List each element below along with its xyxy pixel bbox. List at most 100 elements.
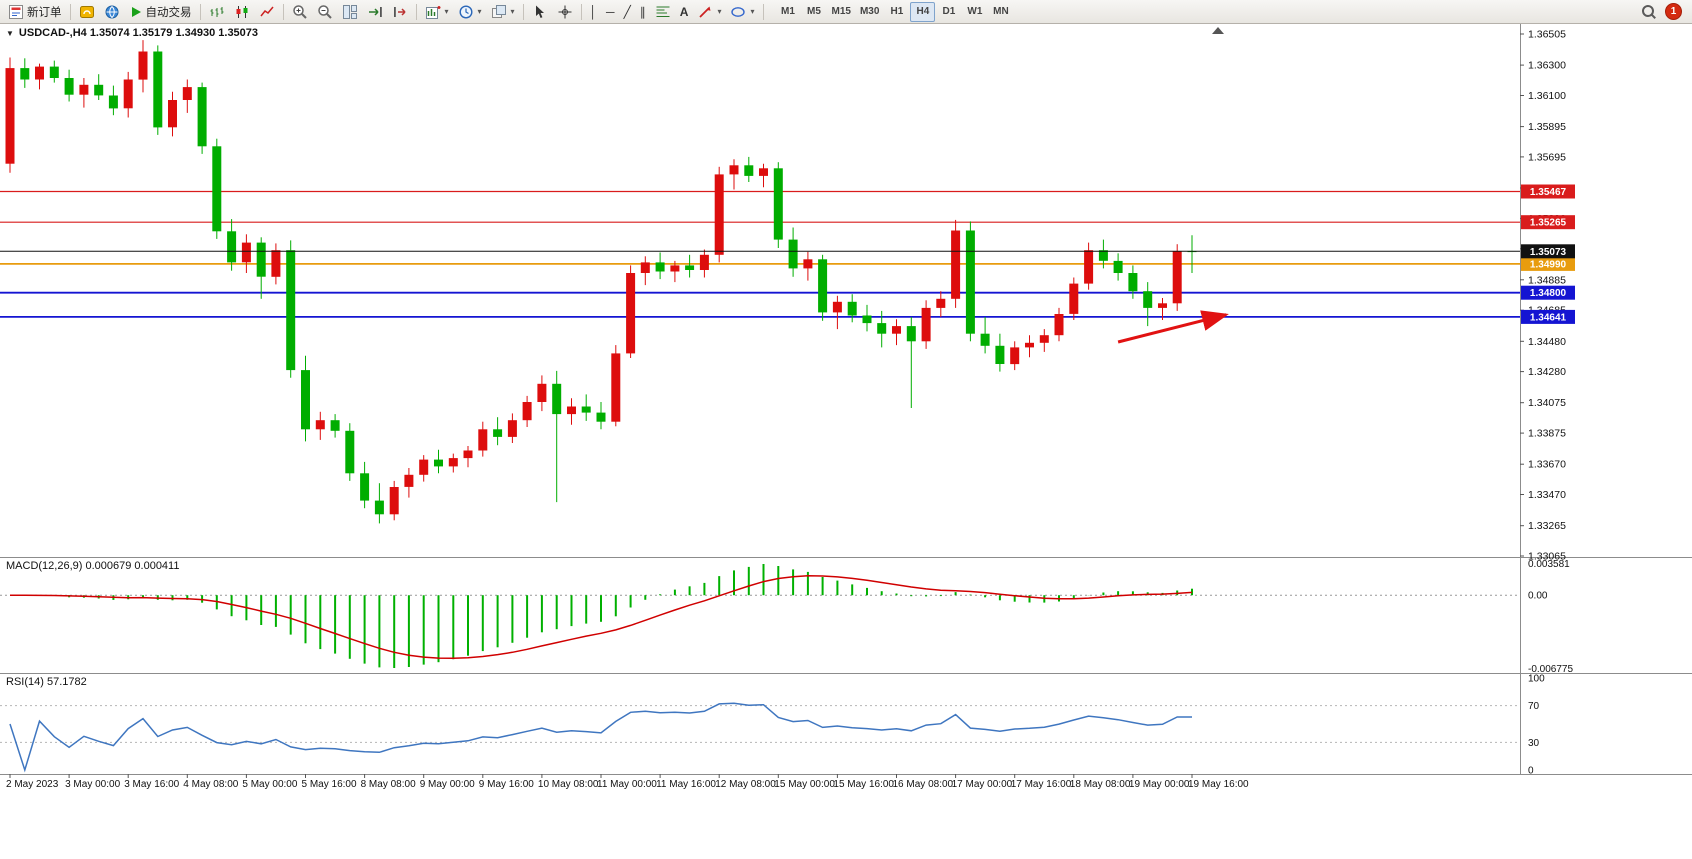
timeframe-button-m1[interactable]: M1 [781, 6, 795, 17]
trendline-icon: ╱ [623, 4, 631, 19]
svg-text:1.33670: 1.33670 [1528, 459, 1566, 471]
text-tool-button[interactable]: A [676, 2, 693, 22]
tile-windows-button[interactable] [338, 2, 362, 22]
chart-shift-button[interactable] [388, 2, 412, 22]
svg-text:1.34990: 1.34990 [1530, 259, 1567, 270]
timeframe-button-d1[interactable]: D1 [942, 6, 956, 17]
svg-text:-0.006775: -0.006775 [1528, 664, 1573, 675]
svg-text:18 May 08:00: 18 May 08:00 [1070, 779, 1131, 790]
chart-shift-icon [392, 4, 408, 20]
timeframe-button-m5[interactable]: M5 [807, 6, 821, 17]
timeframe-button-m30[interactable]: M30 [859, 6, 880, 17]
timeframe-button-w1[interactable]: W1 [967, 6, 983, 17]
svg-text:1.36300: 1.36300 [1528, 60, 1566, 72]
collapse-icon[interactable]: ▼ [6, 28, 14, 38]
trendline-tool-button[interactable]: ╱ [620, 2, 635, 22]
auto-trading-button[interactable]: 自动交易 [125, 2, 196, 22]
toolbar-separator [199, 3, 201, 20]
candlestick-mode-button[interactable] [230, 2, 254, 22]
search-icon [1641, 4, 1656, 19]
channel-tool-button[interactable]: ∥ [636, 2, 650, 22]
arrow-tool-icon [697, 4, 713, 20]
auto-scroll-button[interactable] [363, 2, 387, 22]
svg-text:11 May 16:00: 11 May 16:00 [656, 779, 716, 790]
line-chart-icon [259, 4, 275, 20]
channel-icon: ∥ [639, 4, 646, 19]
horizontal-line-tool-button[interactable]: ─ [602, 2, 619, 22]
fibonacci-tool-button[interactable] [651, 2, 675, 22]
toolbar: 新订单 自动交易 [0, 0, 1692, 24]
candlestick-icon [234, 4, 250, 20]
svg-text:100: 100 [1528, 674, 1545, 685]
annotation-arrow[interactable] [1117, 310, 1229, 344]
macd-histogram [23, 564, 1193, 668]
timeframe-button-h1[interactable]: H1 [890, 6, 904, 17]
zoom-out-button[interactable] [313, 2, 337, 22]
metaeditor-button[interactable] [75, 2, 99, 22]
svg-text:1.34480: 1.34480 [1528, 336, 1566, 348]
svg-text:12 May 08:00: 12 May 08:00 [715, 779, 776, 790]
timeframe-button-m15[interactable]: M15 [831, 6, 851, 17]
svg-text:9 May 16:00: 9 May 16:00 [479, 779, 534, 790]
price-line-tag: 1.35073 [1521, 244, 1575, 259]
chart-symbol-title: ▼ USDCAD-,H4 1.35074 1.35179 1.34930 1.3… [6, 27, 258, 39]
cursor-tool-button[interactable] [528, 2, 552, 22]
svg-text:1.36100: 1.36100 [1528, 90, 1566, 102]
price-line-tag: 1.34800 [1521, 285, 1575, 300]
svg-text:1.33265: 1.33265 [1528, 520, 1566, 532]
auto-scroll-icon [367, 4, 383, 20]
options-button[interactable] [100, 2, 124, 22]
svg-text:3 May 16:00: 3 May 16:00 [124, 779, 179, 790]
zoom-in-button[interactable] [288, 2, 312, 22]
svg-text:10 May 08:00: 10 May 08:00 [538, 779, 599, 790]
svg-text:1.33470: 1.33470 [1528, 489, 1566, 501]
chart-area[interactable]: 1.36505 1.36300 1.36100 1.35895 1.35695 1.354… [0, 24, 1692, 859]
pane-dividers[interactable] [0, 557, 1692, 775]
price-axis[interactable]: 1.36505 1.36300 1.36100 1.35895 1.35695 1.354… [1520, 29, 1566, 563]
templates-button[interactable]: ▾ [487, 2, 519, 22]
svg-text:0: 0 [1528, 766, 1534, 777]
dropdown-icon: ▾ [510, 7, 515, 16]
toolbar-separator [762, 3, 764, 20]
svg-text:1.35467: 1.35467 [1530, 187, 1567, 198]
vertical-line-tool-button[interactable]: │ [586, 2, 602, 22]
notification-badge[interactable]: 1 [1665, 3, 1682, 20]
price-line-tag: 1.35265 [1521, 215, 1575, 230]
svg-text:3 May 00:00: 3 May 00:00 [65, 779, 120, 790]
metaeditor-icon [79, 4, 95, 20]
dropdown-icon: ▾ [750, 7, 755, 16]
svg-text:8 May 08:00: 8 May 08:00 [361, 779, 416, 790]
dropdown-icon: ▾ [444, 7, 449, 16]
chart-canvas[interactable]: 1.36505 1.36300 1.36100 1.35895 1.35695 1.354… [0, 24, 1692, 859]
price-line-tag: 1.34641 [1521, 309, 1575, 324]
indicators-icon [425, 4, 441, 20]
indicators-button[interactable]: ▾ [421, 2, 453, 22]
svg-text:5 May 16:00: 5 May 16:00 [302, 779, 357, 790]
crosshair-tool-button[interactable] [553, 2, 577, 22]
new-order-icon [8, 4, 24, 20]
periods-button[interactable]: ▾ [454, 2, 486, 22]
rsi-axis: 100 70 30 0 [1528, 674, 1545, 777]
fibonacci-icon [655, 4, 671, 20]
timeframe-button-mn[interactable]: MN [993, 6, 1009, 17]
zoom-in-icon [292, 4, 308, 20]
svg-text:9 May 00:00: 9 May 00:00 [420, 779, 475, 790]
shapes-tool-button[interactable]: ▾ [726, 2, 758, 22]
horizontal-line-icon: ─ [606, 4, 615, 19]
search-button[interactable] [1637, 2, 1660, 22]
chart-shift-marker[interactable] [1212, 27, 1224, 34]
arrows-tool-button[interactable]: ▾ [693, 2, 725, 22]
toolbar-separator [580, 3, 582, 20]
horizontal-line-objects[interactable] [0, 190, 1520, 318]
timeframe-group: M1 M5 M15 M30 H1 H4 D1 W1 MN [776, 1, 1014, 22]
svg-text:1.34800: 1.34800 [1530, 288, 1567, 299]
timeframe-button-h4[interactable]: H4 [910, 1, 936, 22]
date-axis[interactable]: 2 May 2023 3 May 00:00 3 May 16:00 4 May 08… [6, 774, 1249, 790]
ellipse-shape-icon [730, 4, 746, 20]
bar-chart-mode-button[interactable] [205, 2, 229, 22]
svg-text:4 May 08:00: 4 May 08:00 [183, 779, 238, 790]
new-order-button[interactable]: 新订单 [4, 2, 66, 22]
line-chart-mode-button[interactable] [255, 2, 279, 22]
macd-axis: 0.003581 0.00 -0.006775 [1528, 559, 1573, 675]
